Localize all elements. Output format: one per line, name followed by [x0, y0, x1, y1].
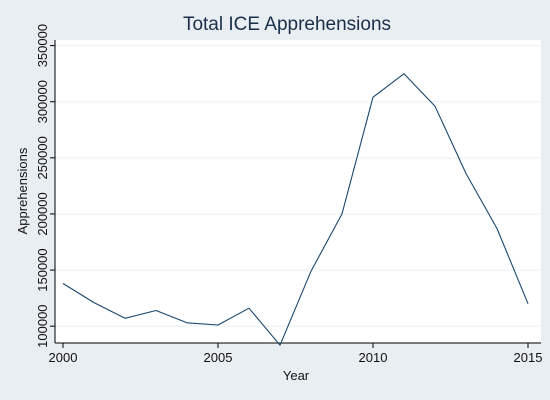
- y-tick-label: 100000: [35, 304, 50, 347]
- chart-title: Total ICE Apprehensions: [183, 14, 391, 35]
- series-layer: [62, 73, 529, 346]
- axes: 100000 150000 200000 250000 300000 350000 2000…: [35, 24, 542, 365]
- y-tick-label: 300000: [35, 80, 50, 123]
- y-tick-label: 200000: [35, 192, 50, 235]
- plot-area: [55, 40, 541, 343]
- series-line: [62, 73, 529, 346]
- y-tick-label: 250000: [35, 136, 50, 179]
- grid-lines: [55, 45, 541, 327]
- x-tick-label: 2005: [204, 350, 233, 365]
- x-tick-label: 2010: [359, 350, 388, 365]
- y-tick-label: 150000: [35, 248, 50, 291]
- x-tick-label: 2015: [514, 350, 543, 365]
- x-axis-label: Year: [283, 368, 310, 383]
- y-tick-label: 350000: [35, 24, 50, 67]
- x-tick-label: 2000: [49, 350, 78, 365]
- y-axis-label: Apprehensions: [15, 147, 30, 234]
